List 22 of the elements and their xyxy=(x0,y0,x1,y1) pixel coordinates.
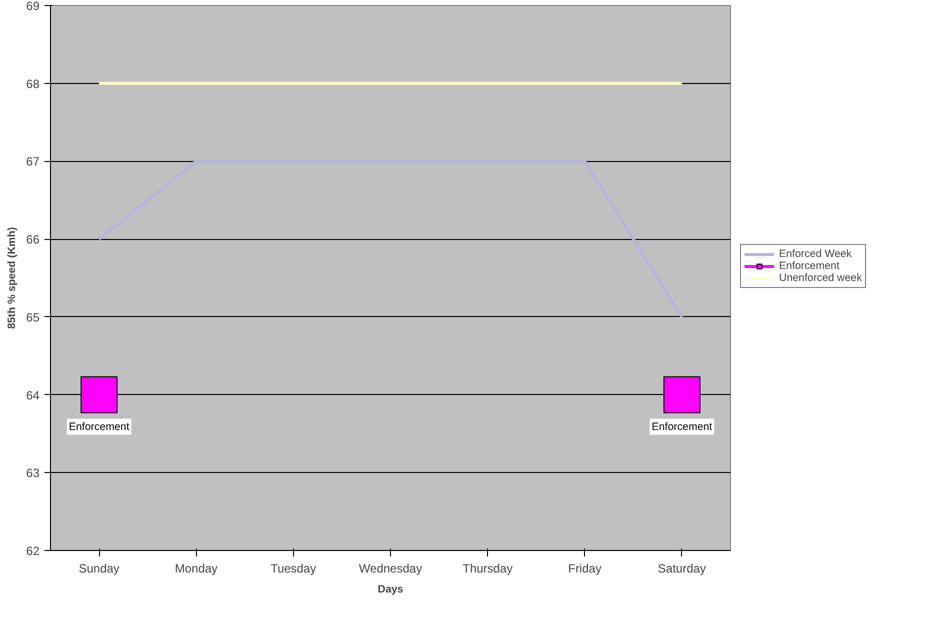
data-label: Enforcement xyxy=(652,420,712,433)
y-tick-label: 66 xyxy=(26,232,40,247)
x-tick-label: Thursday xyxy=(462,562,513,576)
legend-label: Enforcement xyxy=(779,260,840,272)
y-tick-label: 62 xyxy=(26,544,40,558)
y-tick-label: 63 xyxy=(26,466,40,480)
y-axis-title: 85th % speed (Kmh) xyxy=(6,226,18,329)
legend-label: Unenforced week xyxy=(779,272,862,284)
x-axis-title: Days xyxy=(378,584,404,596)
x-tick-label: Monday xyxy=(174,562,218,576)
y-tick-label: 65 xyxy=(26,310,40,324)
y-tick-label: 69 xyxy=(26,0,40,13)
x-tick-label: Sunday xyxy=(78,562,120,576)
y-tick-label: 67 xyxy=(26,154,40,169)
y-tick-label: 68 xyxy=(26,76,40,91)
x-tick-label: Wednesday xyxy=(358,562,422,576)
legend-label: Enforced Week xyxy=(779,248,852,260)
x-tick-label: Friday xyxy=(568,562,602,576)
y-tick-label: 64 xyxy=(26,388,40,402)
x-tick-label: Saturday xyxy=(658,562,706,576)
data-label: Enforcement xyxy=(68,420,130,433)
x-tick-label: Tuesday xyxy=(270,562,316,576)
